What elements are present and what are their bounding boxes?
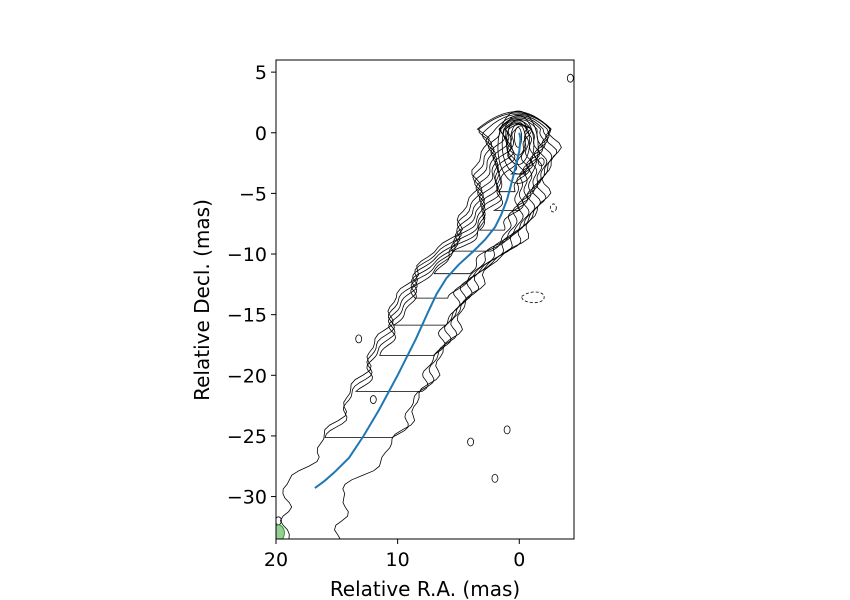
axes-frame	[275, 59, 575, 540]
contour-level	[392, 116, 549, 326]
y-tick-label: −30	[227, 487, 267, 509]
negative-contours	[521, 203, 557, 304]
y-tick-label: 0	[255, 123, 267, 145]
y-tick-label: −20	[227, 365, 267, 387]
contour-level	[492, 122, 534, 211]
contour-level	[507, 125, 533, 175]
axis-ticks: 20 10 0 5 0 −5 −10 −15 −20 −25 −30	[227, 62, 525, 571]
x-axis-label: Relative R.A. (mas)	[330, 577, 520, 600]
x-tick-label: 0	[513, 549, 525, 571]
negative-contour	[549, 203, 557, 213]
core-contour	[497, 110, 539, 184]
beam-ellipse	[276, 524, 285, 539]
contour-level	[478, 121, 537, 231]
contour-island	[369, 395, 377, 404]
contour-island	[503, 425, 511, 435]
beam-layer	[276, 524, 285, 539]
y-tick-label: −5	[239, 183, 267, 205]
negative-contour	[521, 291, 545, 304]
core-contour	[501, 114, 535, 175]
contour-island	[566, 73, 574, 83]
core-contour	[506, 119, 531, 166]
contour-level	[279, 111, 562, 539]
ridge-line-layer	[314, 132, 522, 489]
contour-island	[355, 334, 363, 344]
contour-level	[452, 120, 540, 252]
y-tick-label: −10	[227, 244, 267, 266]
contour-level	[354, 114, 553, 392]
x-tick-label: 20	[264, 549, 288, 571]
y-tick-label: −15	[227, 305, 267, 327]
y-tick-label: −25	[227, 426, 267, 448]
ridge-line	[314, 132, 522, 489]
radio-contour-map	[276, 73, 574, 539]
contour-island	[491, 473, 499, 483]
x-tick-label: 10	[386, 549, 410, 571]
contour-level	[433, 119, 543, 275]
y-axis-label: Relative Decl. (mas)	[190, 199, 214, 401]
y-tick-label: 5	[255, 62, 267, 84]
contour-island	[467, 437, 475, 447]
contour-island	[537, 157, 545, 167]
core-contour	[513, 127, 523, 148]
contour-level	[324, 112, 558, 438]
